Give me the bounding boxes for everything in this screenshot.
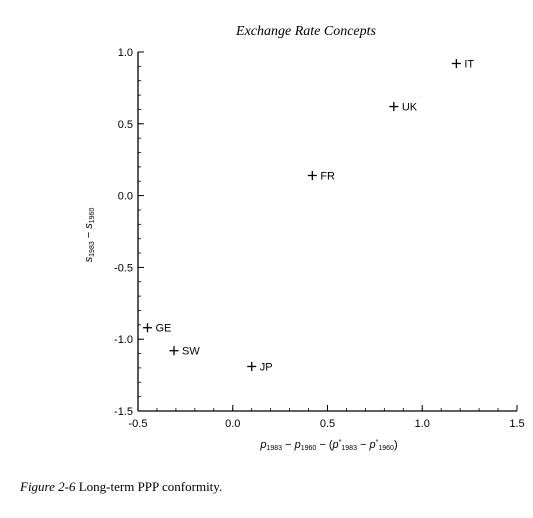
point-label: IT bbox=[464, 58, 474, 70]
y-tick-label: 1.0 bbox=[118, 47, 133, 59]
point-label: SW bbox=[182, 346, 200, 358]
y-tick-label: -0.5 bbox=[114, 262, 133, 274]
x-tick-label: 1.5 bbox=[509, 418, 524, 430]
data-point-it: IT bbox=[451, 58, 474, 70]
data-point-jp: JP bbox=[247, 361, 273, 373]
data-points: IT UK FR GE SW JP bbox=[142, 58, 474, 373]
y-tick-label: 0.0 bbox=[118, 191, 133, 203]
page-header: Exchange Rate Concepts bbox=[236, 24, 376, 39]
caption-text: Long-term PPP conformity. bbox=[78, 479, 223, 494]
data-point-ge: GE bbox=[142, 323, 171, 335]
x-tick-label: -0.5 bbox=[129, 418, 148, 430]
y-axis-label: s1983 − s1960 bbox=[83, 208, 96, 263]
data-point-sw: SW bbox=[169, 346, 200, 358]
point-label: GE bbox=[155, 323, 171, 335]
point-label: JP bbox=[260, 361, 273, 373]
caption-label: Figure 2-6 bbox=[20, 479, 76, 494]
y-tick-label: -1.0 bbox=[114, 334, 133, 346]
y-tick-label: 0.5 bbox=[118, 119, 133, 131]
axes: -0.5 0.0 0.5 1.0 1.5 1.0 0.5 0.0 -0.5 -1.0 -1.5 bbox=[114, 47, 525, 430]
svg-text:s1983 − s1960: s1983 − s1960 bbox=[83, 208, 96, 263]
data-point-fr: FR bbox=[307, 170, 335, 182]
x-tick-label: 0.5 bbox=[320, 418, 335, 430]
x-tick-label: 0.0 bbox=[225, 418, 240, 430]
point-label: UK bbox=[402, 102, 418, 114]
point-label: FR bbox=[320, 170, 335, 182]
x-axis-label: p1983 − p1960 − (p*1983 − p*1960) bbox=[259, 439, 397, 452]
y-tick-label: -1.5 bbox=[114, 406, 133, 418]
figure-caption: Figure 2-6 Long-term PPP conformity. bbox=[20, 479, 222, 495]
x-tick-label: 1.0 bbox=[415, 418, 430, 430]
svg-text:p1983 − p1960 − (p*1983 − p*19: p1983 − p1960 − (p*1983 − p*1960) bbox=[259, 439, 397, 452]
data-point-uk: UK bbox=[389, 102, 418, 114]
